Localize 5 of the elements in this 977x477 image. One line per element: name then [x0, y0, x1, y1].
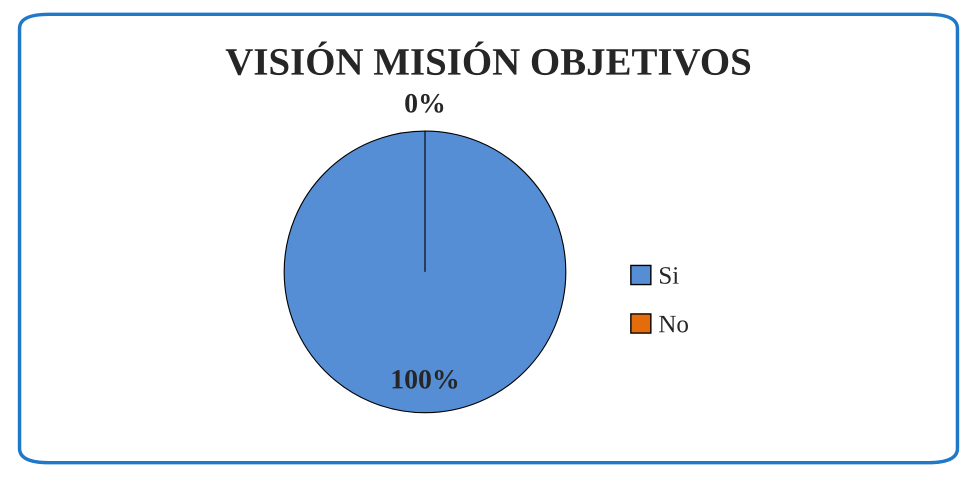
- chart-title: VISIÓN MISIÓN OBJETIVOS: [226, 41, 750, 76]
- legend-label: No: [659, 316, 688, 332]
- legend-label: Si: [660, 267, 679, 284]
- data-label: 100%: [392, 370, 458, 389]
- text: 0%: [405, 94, 444, 113]
